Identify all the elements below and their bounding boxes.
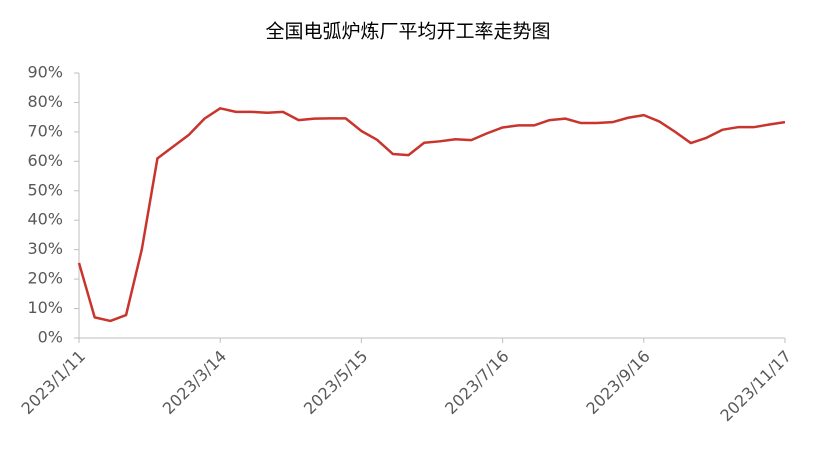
x-tick-label: 2023/11/17 (716, 347, 795, 426)
y-tick-label: 40% (27, 210, 63, 229)
x-tick-label: 2023/3/14 (159, 347, 230, 418)
y-tick-label: 80% (27, 92, 63, 111)
y-tick-label: 90% (27, 63, 63, 82)
y-tick-label: 30% (27, 239, 63, 258)
x-tick-label: 2023/9/16 (582, 347, 653, 418)
y-tick-label: 20% (27, 269, 63, 288)
y-tick-label: 10% (27, 298, 63, 317)
line (77, 107, 786, 323)
x-tick-label: 2023/7/16 (441, 347, 512, 418)
x-tick-label: 2023/1/11 (18, 347, 89, 418)
y-tick-label: 60% (27, 151, 63, 170)
y-tick-label: 70% (27, 121, 63, 140)
y-tick-label: 0% (38, 328, 63, 347)
y-tick-label: 50% (27, 180, 63, 199)
chart-title: 全国电弧炉炼厂平均开工率走势图 (265, 21, 550, 43)
x-tick-label: 2023/5/15 (300, 347, 371, 418)
